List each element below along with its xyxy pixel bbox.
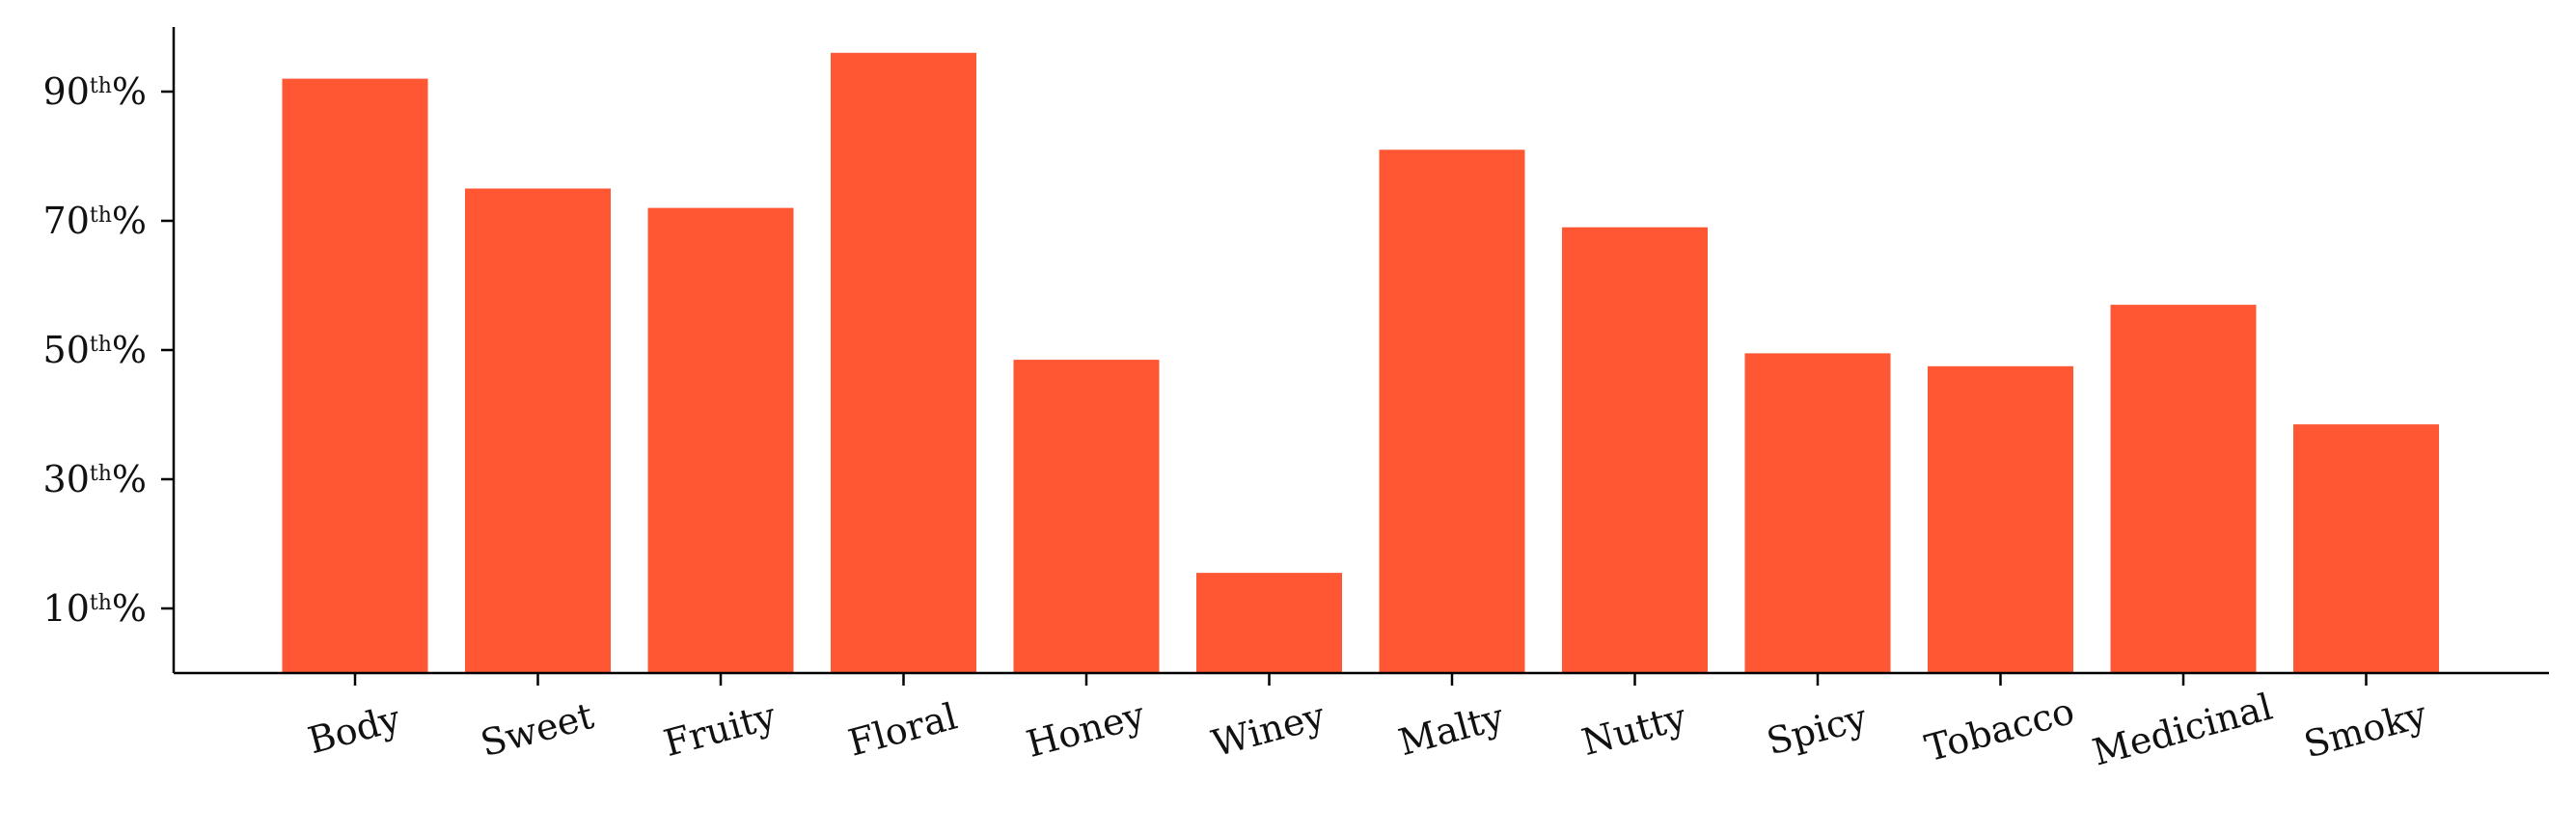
y-tick-label: 50th% <box>43 329 147 371</box>
x-tick-label: Sweet <box>477 694 598 765</box>
bar-sweet <box>465 188 611 673</box>
y-tick-label: 30th% <box>43 458 147 500</box>
bar-medicinal <box>2110 305 2257 673</box>
x-tick-label: Spicy <box>1763 696 1873 764</box>
bar-floral <box>831 52 976 674</box>
bar-winey <box>1196 573 1342 673</box>
x-tick-label: Tobacco <box>1921 689 2079 769</box>
y-tick-label: 10th% <box>43 587 147 630</box>
x-tick-label: Nutty <box>1577 695 1691 764</box>
x-ticks-group: Body Sweet Fruity Floral Honey Winey Malty Nutt… <box>304 673 2431 774</box>
bar-honey <box>1013 360 1160 673</box>
x-tick-label: Winey <box>1207 694 1329 765</box>
bar-body <box>282 78 428 674</box>
y-ticks-group: 10th% 30th% 50th% 70th% 90th% <box>43 70 174 630</box>
bar-smoky <box>2293 424 2439 673</box>
x-tick-label: Malty <box>1394 695 1509 764</box>
x-tick-label: Smoky <box>2299 692 2431 766</box>
y-tick-label: 90th% <box>43 70 147 113</box>
bars-group <box>282 52 2439 674</box>
x-tick-label: Medicinal <box>2088 686 2276 774</box>
bar-malty <box>1379 149 1525 674</box>
x-tick-label: Fruity <box>659 694 781 765</box>
x-tick-label: Floral <box>844 695 962 765</box>
bar-fruity <box>647 207 794 673</box>
y-tick-label: 70th% <box>43 200 147 242</box>
bar-nutty <box>1562 227 1708 673</box>
bar-spicy <box>1744 353 1891 673</box>
x-tick-label: Honey <box>1022 693 1149 766</box>
bar-tobacco <box>1928 365 2073 674</box>
x-tick-label: Body <box>304 697 405 763</box>
